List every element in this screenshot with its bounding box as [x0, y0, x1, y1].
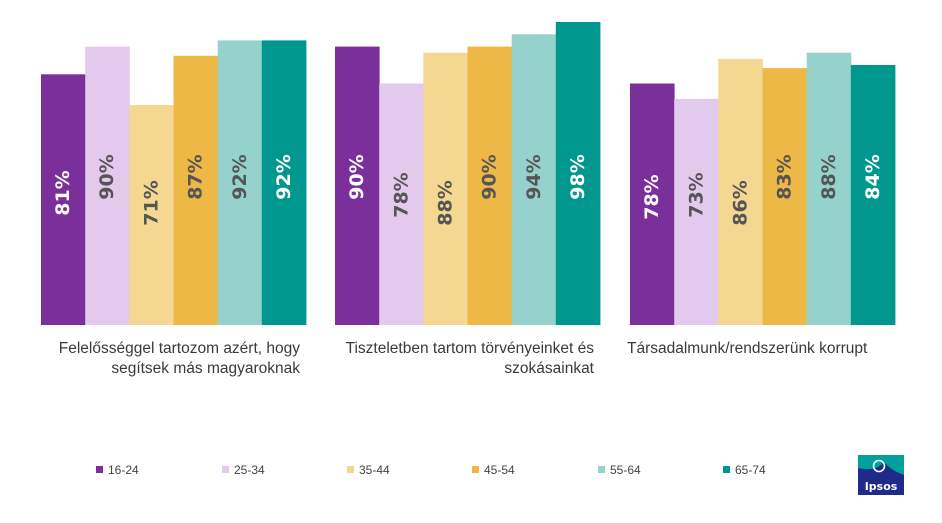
bar-45-54-cat3 [762, 68, 808, 325]
data-label-35-44-cat3: 86% [729, 180, 751, 225]
data-label-25-34-cat3: 73% [685, 172, 707, 217]
data-label-25-34-cat2: 78% [390, 172, 412, 217]
bar-16-24-cat1 [41, 74, 86, 325]
data-label-65-74-cat3: 84% [862, 154, 884, 199]
bar-55-64-cat1 [217, 40, 263, 326]
legend-label-65-74: 65-74 [735, 463, 766, 477]
category-label-1-line-1: Felelősséggel tartozom azért, hogy [59, 340, 300, 357]
category-label-3-line-1: Társadalmunk/rendszerünk korrupt [627, 340, 868, 357]
legend-label-16-24: 16-24 [108, 463, 139, 477]
legend-swatch-35-44 [347, 466, 354, 473]
legend-label-25-34: 25-34 [234, 463, 265, 477]
legend: 16-24 25-34 35-44 45-54 55-64 65-74 [96, 463, 766, 477]
data-label-35-44-cat2: 88% [434, 180, 456, 225]
category-labels-group: Felelősséggel tartozom azért, hogy segíts… [59, 340, 868, 377]
data-label-65-74-cat1: 92% [273, 154, 295, 199]
category-label-2-line-1: Tiszteletben tartom törvényeinket és [346, 340, 595, 357]
logo-mark [872, 459, 886, 473]
bar-45-54-cat1 [173, 55, 219, 326]
bar-25-34-cat1 [85, 46, 130, 325]
data-label-55-64-cat2: 94% [523, 154, 545, 199]
legend-swatch-25-34 [222, 466, 229, 473]
bars-group [41, 22, 896, 326]
legend-label-55-64: 55-64 [610, 463, 641, 477]
legend-label-35-44: 35-44 [359, 463, 390, 477]
data-label-16-24-cat2: 90% [346, 154, 368, 199]
data-label-45-54-cat1: 87% [185, 154, 207, 199]
ipsos-logo: Ipsos [858, 455, 904, 495]
legend-swatch-45-54 [472, 466, 479, 473]
data-label-45-54-cat3: 83% [774, 154, 796, 199]
bar-25-34-cat2 [379, 83, 424, 325]
bar-55-64-cat2 [511, 34, 557, 326]
bar-16-24-cat3 [630, 83, 675, 325]
bar-45-54-cat2 [467, 46, 513, 325]
bar-35-44-cat1 [129, 105, 174, 325]
category-label-2-line-2: szokásainkat [504, 360, 594, 377]
data-label-16-24-cat1: 81% [52, 170, 74, 215]
legend-swatch-65-74 [723, 466, 730, 473]
category-label-1-line-2: segítsek más magyaroknak [111, 360, 300, 377]
bar-16-24-cat2 [335, 46, 380, 325]
bar-55-64-cat3 [806, 52, 852, 325]
bar-65-74-cat3 [850, 65, 896, 325]
data-label-65-74-cat2: 98% [567, 154, 589, 199]
data-label-45-54-cat2: 90% [479, 154, 501, 199]
data-label-55-64-cat3: 88% [818, 154, 840, 199]
legend-label-45-54: 45-54 [484, 463, 515, 477]
data-label-35-44-cat1: 71% [140, 180, 162, 225]
bar-65-74-cat2 [555, 22, 601, 325]
data-label-25-34-cat1: 90% [96, 154, 118, 199]
data-label-16-24-cat3: 78% [641, 174, 663, 219]
bar-35-44-cat2 [423, 52, 468, 325]
data-label-55-64-cat1: 92% [229, 154, 251, 199]
logo-text: Ipsos [865, 480, 898, 493]
legend-swatch-16-24 [96, 466, 103, 473]
bar-25-34-cat3 [674, 98, 719, 326]
bar-65-74-cat1 [261, 40, 307, 326]
bar-35-44-cat3 [718, 58, 763, 326]
logo-accent [858, 455, 904, 475]
bar-labels-group: 81% 90% 71% 87% 92% 92% 90% 78% 88% 90% 94% 98% 78% 7… [52, 154, 884, 225]
legend-swatch-55-64 [598, 466, 605, 473]
